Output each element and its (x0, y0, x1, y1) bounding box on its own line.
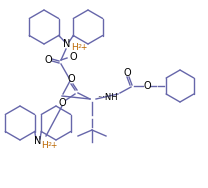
Text: N: N (34, 136, 42, 146)
Text: O: O (67, 74, 75, 84)
Text: O: O (123, 68, 131, 78)
Text: O: O (143, 81, 151, 91)
Text: ···NH: ···NH (97, 92, 118, 102)
Text: 2: 2 (48, 143, 52, 148)
Text: N: N (63, 39, 71, 49)
Text: O: O (69, 52, 77, 62)
Text: 2: 2 (78, 45, 82, 49)
Text: O: O (44, 55, 52, 65)
Text: +: + (50, 140, 57, 149)
Text: H: H (42, 140, 48, 149)
Text: O: O (58, 98, 66, 108)
Text: H: H (72, 42, 78, 52)
Text: +: + (80, 42, 87, 52)
